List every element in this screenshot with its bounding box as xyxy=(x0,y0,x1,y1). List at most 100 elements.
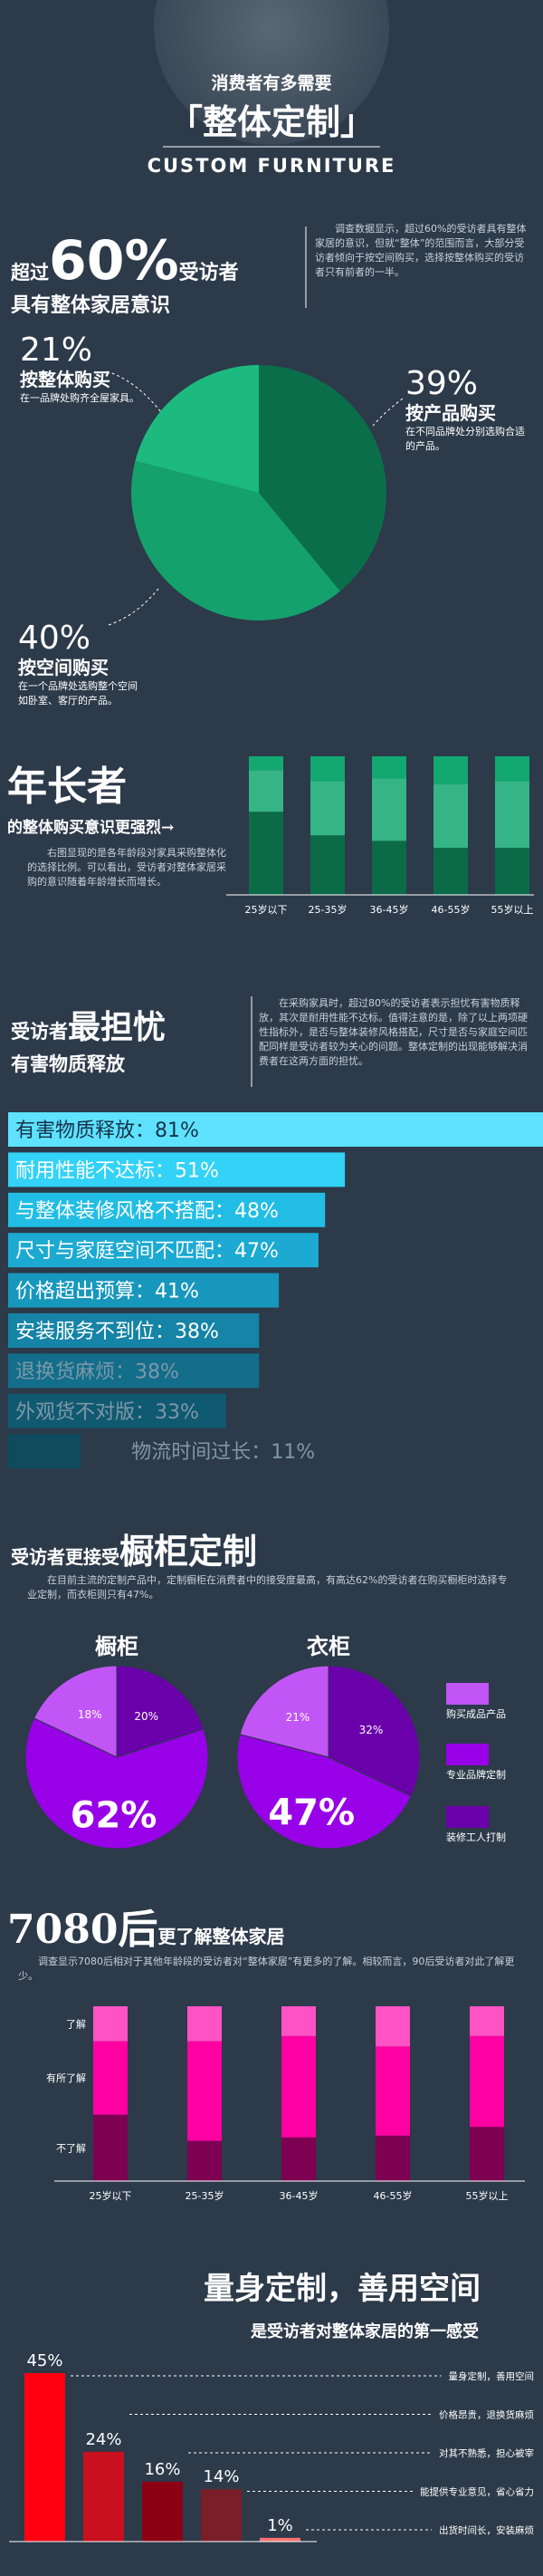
bar-label: 尺寸与家庭空间不匹配：47% xyxy=(15,1240,279,1263)
bar-segment xyxy=(310,781,345,836)
leader-line xyxy=(106,370,162,413)
bar-segment xyxy=(93,2006,128,2042)
category-label: 能提供专业意见，省心省力 xyxy=(420,2486,534,2498)
pie-slice xyxy=(259,365,386,591)
bar xyxy=(142,2481,183,2542)
bar xyxy=(8,1353,260,1389)
x-tick-label: 25-35岁 xyxy=(309,903,348,916)
pie-slice xyxy=(239,1665,329,1758)
bar xyxy=(201,2489,242,2542)
bar-segment xyxy=(249,770,283,812)
bar xyxy=(8,1393,226,1428)
paragraph: 在不同品牌处分别选购合适的产品。 xyxy=(405,426,525,452)
bar xyxy=(24,2373,65,2542)
category-label: 安装服务不到位： xyxy=(15,1321,175,1343)
header-circle xyxy=(154,0,389,145)
section-subtitle: 是受访者对整体家居的第一感受 xyxy=(250,2321,479,2341)
x-tick-label: 25岁以下 xyxy=(245,903,288,916)
paragraph: 调查显示7080后相对于其他年龄段的受访者对“整体家居”有更多的了解。相较而言，… xyxy=(18,1956,515,1982)
x-tick-label: 36-45岁 xyxy=(280,2189,319,2202)
value-label: 1% xyxy=(267,2516,293,2535)
bar-label: 价格超出预算：41% xyxy=(15,1281,199,1303)
bar-segment xyxy=(281,2006,316,2036)
section-title: 年长者 xyxy=(7,764,127,810)
bar xyxy=(8,1192,326,1227)
bar-segment xyxy=(93,2114,128,2181)
bar xyxy=(8,1112,543,1147)
bar-label: 退换货麻烦：38% xyxy=(15,1360,179,1383)
pie-slice xyxy=(131,460,340,620)
value-label: 47% xyxy=(268,1792,355,1833)
title-highlight: 最担忧 xyxy=(68,1008,166,1046)
pie-title: 橱柜 xyxy=(95,1633,138,1659)
legend-swatch xyxy=(446,1744,489,1765)
x-tick-label: 36-45岁 xyxy=(370,903,409,916)
bar-segment xyxy=(470,2035,504,2128)
paragraph: 右图显现的是各年龄段对家具采购整体化的选择比例。可以看出，受访者对整体家居采购的… xyxy=(27,847,226,888)
bar-label: 耐用性能不达标：51% xyxy=(15,1159,219,1182)
series-label: 不了解 xyxy=(56,2141,86,2154)
section-title: 超过60%受访者 xyxy=(11,229,239,293)
header-main: 「整体定制」 xyxy=(168,101,375,142)
bar-segment xyxy=(310,756,345,782)
pie-slice xyxy=(328,1665,421,1797)
category-label: 有害物质释放： xyxy=(15,1120,155,1142)
section-title: 7080后更了解整体家居 xyxy=(7,1907,284,1953)
section-title: 受访者最担忧 xyxy=(11,1008,166,1046)
value-label: 62% xyxy=(71,1794,157,1836)
pie-slice xyxy=(236,1734,413,1850)
bar-segment xyxy=(376,2046,410,2136)
x-tick-label: 55岁以上 xyxy=(491,903,534,916)
value-label: 11% xyxy=(271,1441,315,1464)
bar-segment xyxy=(372,841,406,895)
leader-line xyxy=(108,588,159,626)
paragraph: 调查数据显示，超过60%的受访者具有整体家居的意识，但就“整体”的范围而言，大部… xyxy=(315,223,527,278)
title-prefix: 超过 xyxy=(11,261,49,284)
bar-segment xyxy=(249,812,283,895)
value-label: 47% xyxy=(234,1240,279,1263)
value-label: 81% xyxy=(155,1120,199,1142)
bar-label: 物流时间过长：11% xyxy=(131,1441,315,1464)
bar-segment xyxy=(376,2006,410,2047)
section-title: 量身定制，善用空间 xyxy=(204,2271,481,2307)
value-label: 51% xyxy=(175,1159,219,1182)
title-prefix: 受访者更接受 xyxy=(11,1546,119,1568)
section-subtitle: 具有整体家居意识 xyxy=(11,293,170,317)
title-main: 年长者 xyxy=(7,764,127,810)
bar-segment xyxy=(376,2135,410,2181)
legend-label: 装修工人打制 xyxy=(446,1831,506,1843)
bar-segment xyxy=(372,756,406,779)
bar-segment xyxy=(187,2041,222,2141)
value-label: 14% xyxy=(203,2467,239,2486)
series-label: 有所了解 xyxy=(46,2071,86,2084)
bar-label: 有害物质释放：81% xyxy=(15,1120,199,1142)
section-subtitle: 有害物质释放 xyxy=(11,1053,126,1075)
bar-segment xyxy=(433,847,468,895)
bar-label: 安装服务不到位：38% xyxy=(15,1321,219,1343)
legend-label: 购买成品产品 xyxy=(446,1707,506,1720)
x-tick-label: 46-55岁 xyxy=(374,2189,413,2202)
title-highlight: 60% xyxy=(49,229,179,293)
section-subtitle: 的整体购买意识更强烈→ xyxy=(7,818,174,837)
title-sub: 更了解整体家居 xyxy=(157,1926,284,1947)
bar-segment xyxy=(372,778,406,841)
bar-segment xyxy=(495,781,529,848)
title-prefix: 受访者 xyxy=(11,1020,68,1043)
value-label: 40% xyxy=(18,620,90,657)
paragraph: 在采购家具时，超过80%的受访者表示担忧有害物质释放，其次是耐用性能不达标。值得… xyxy=(259,997,528,1067)
section-title: 受访者更接受橱柜定制 xyxy=(11,1531,257,1572)
bar-label: 外观货不对版：33% xyxy=(15,1401,199,1424)
value-label: 18% xyxy=(78,1708,102,1721)
category-label: 出货时间长，安装麻烦 xyxy=(439,2524,534,2536)
x-tick-label: 25-35岁 xyxy=(186,2189,224,2202)
bar-segment xyxy=(281,2035,316,2138)
series-label: 了解 xyxy=(66,2017,86,2030)
value-label: 38% xyxy=(175,1321,219,1343)
bar-segment xyxy=(310,835,345,895)
legend-swatch xyxy=(446,1806,489,1828)
x-tick-label: 46-55岁 xyxy=(432,903,471,916)
category-label: 耐用性能不达标： xyxy=(15,1159,175,1182)
bar-segment xyxy=(470,2127,504,2181)
pie-slice xyxy=(135,364,259,493)
